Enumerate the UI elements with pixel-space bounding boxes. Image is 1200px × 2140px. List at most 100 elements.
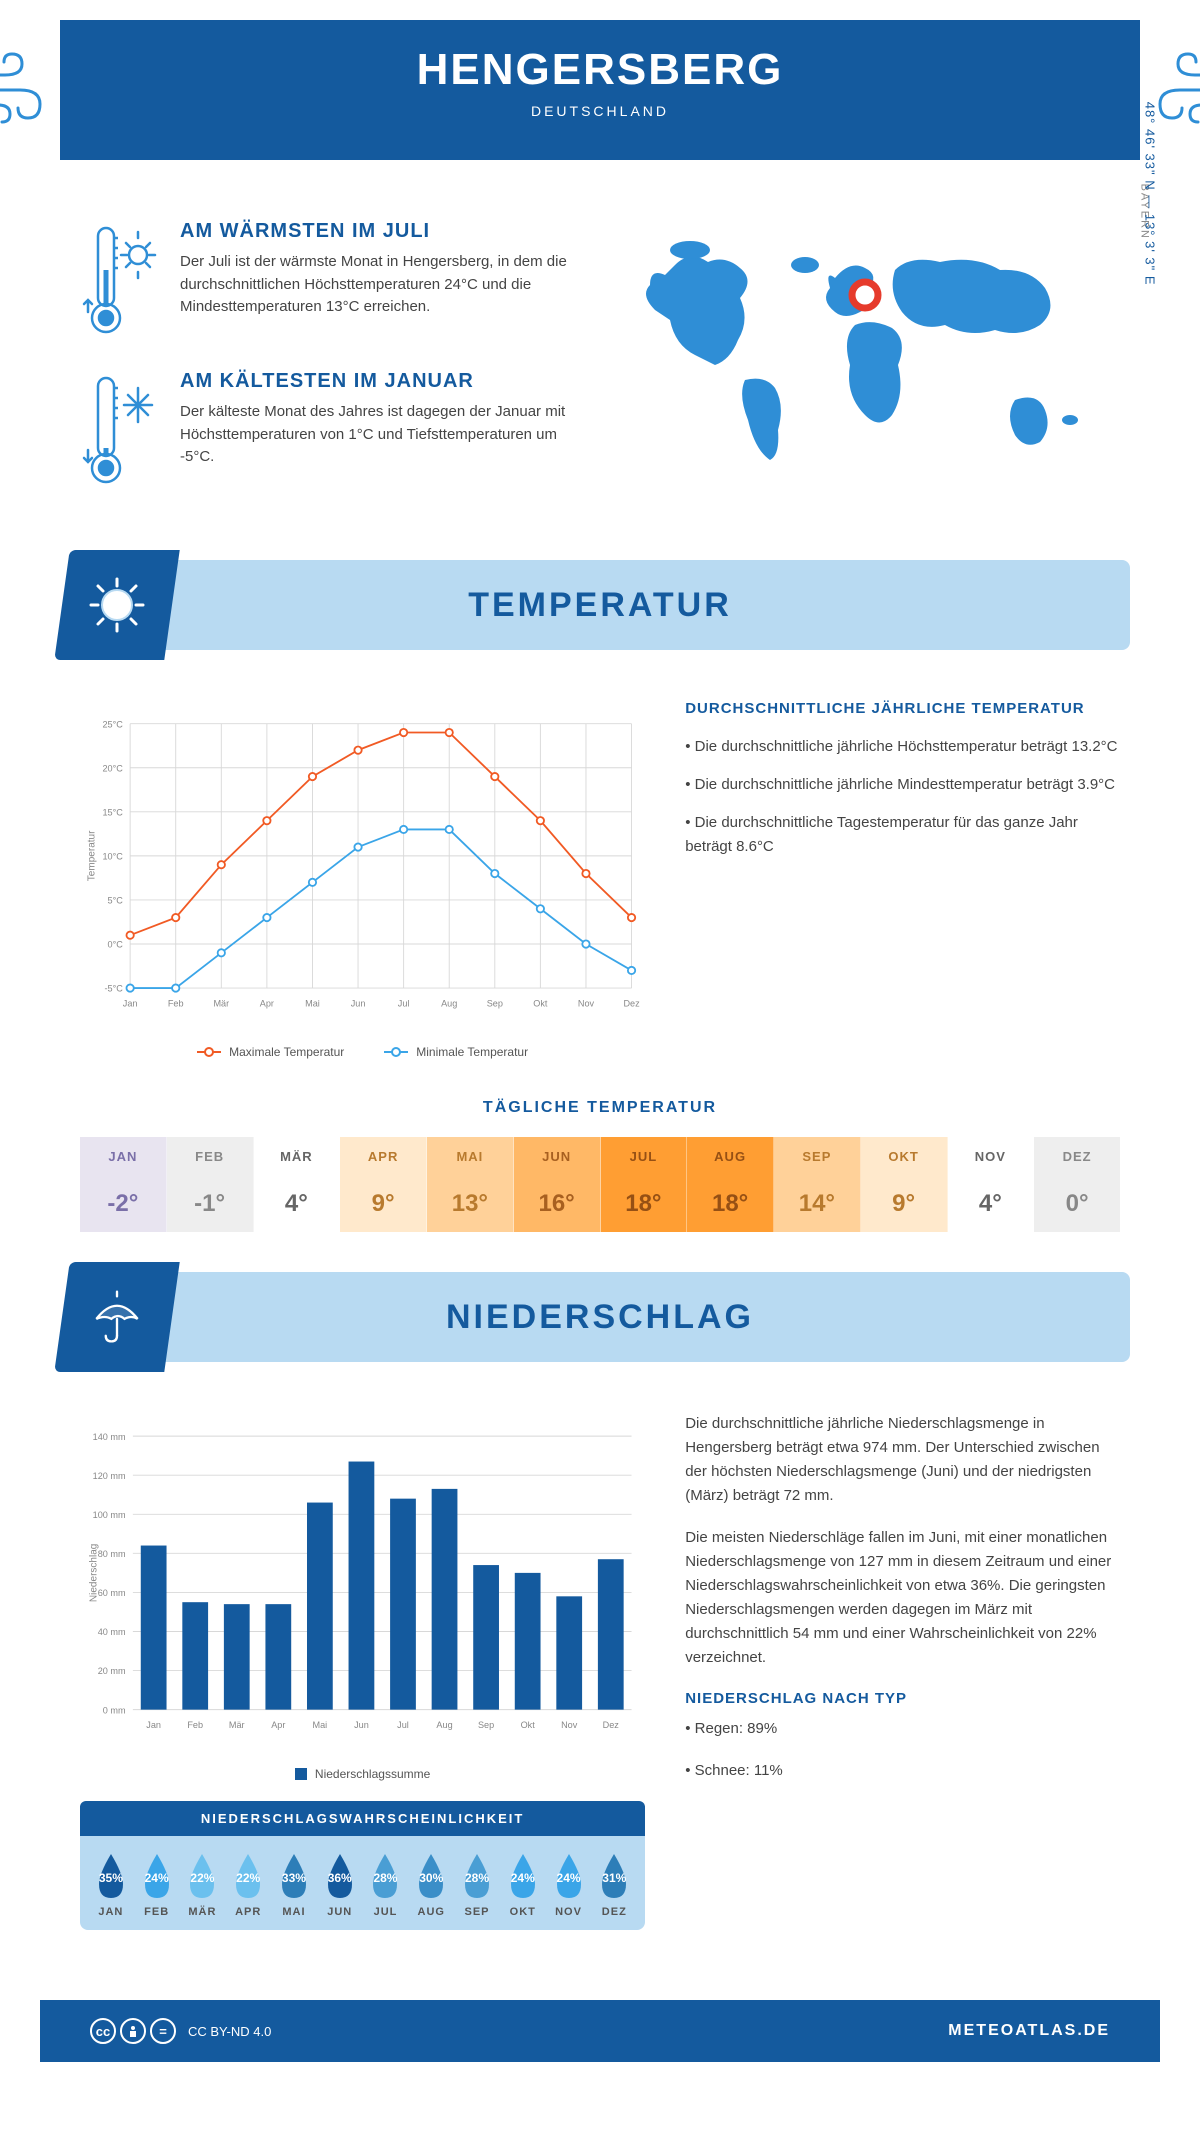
precipitation-title: NIEDERSCHLAG: [70, 1298, 1130, 1337]
legend-max: .legend-item:nth-child(1) .legend-line::…: [197, 1045, 344, 1059]
svg-text:Mär: Mär: [229, 1720, 245, 1730]
page-title: HENGERSBERG: [60, 45, 1140, 95]
legend-min: .legend-item:nth-child(2) .legend-line::…: [384, 1045, 528, 1059]
month-cell: NOV4°: [948, 1137, 1035, 1232]
prob-cell: 35%JAN: [88, 1852, 134, 1918]
month-cell: FEB-1°: [167, 1137, 254, 1232]
svg-text:20°C: 20°C: [102, 763, 123, 773]
month-cell: JAN-2°: [80, 1137, 167, 1232]
precip-para: Die durchschnittliche jährliche Niedersc…: [685, 1412, 1120, 1508]
sun-icon: [85, 573, 149, 637]
daily-temp-title: TÄGLICHE TEMPERATUR: [80, 1099, 1120, 1117]
month-cell: OKT9°: [861, 1137, 948, 1232]
month-cell: DEZ0°: [1034, 1137, 1120, 1232]
svg-text:Jun: Jun: [351, 998, 366, 1008]
location-marker-icon: [852, 282, 878, 308]
cc-icons: cc =: [90, 2018, 176, 2044]
svg-text:Jan: Jan: [123, 998, 138, 1008]
svg-text:Jul: Jul: [398, 998, 410, 1008]
svg-text:Jan: Jan: [146, 1720, 161, 1730]
temp-info-title: DURCHSCHNITTLICHE JÄHRLICHE TEMPERATUR: [685, 700, 1120, 717]
legend-precip: Niederschlagssumme: [295, 1767, 430, 1781]
thermometer-cold-icon: [80, 370, 160, 490]
svg-text:Mär: Mär: [213, 998, 229, 1008]
svg-text:10°C: 10°C: [102, 852, 123, 862]
warmest-title: AM WÄRMSTEN IM JULI: [180, 220, 580, 243]
cc-icon: cc: [90, 2018, 116, 2044]
prob-cell: 28%JUL: [363, 1852, 409, 1918]
precip-type-item: • Schnee: 11%: [685, 1759, 1120, 1783]
prob-cell: 31%DEZ: [591, 1852, 637, 1918]
license-text: CC BY-ND 4.0: [188, 2024, 271, 2039]
svg-text:Jun: Jun: [354, 1720, 369, 1730]
precipitation-probability-box: NIEDERSCHLAGSWAHRSCHEINLICHKEIT 35%JAN24…: [80, 1801, 645, 1930]
temperature-line-chart: -5°C0°C5°C10°C15°C20°C25°CJanFebMärAprMa…: [80, 700, 645, 1059]
svg-text:Dez: Dez: [603, 1720, 620, 1730]
prob-cell: 24%FEB: [134, 1852, 180, 1918]
svg-text:25°C: 25°C: [102, 719, 123, 729]
svg-text:100 mm: 100 mm: [93, 1510, 126, 1520]
thermometer-hot-icon: [80, 220, 160, 340]
daily-temp-grid: JAN-2°FEB-1°MÄR4°APR9°MAI13°JUN16°JUL18°…: [80, 1137, 1120, 1232]
svg-text:Niederschlag: Niederschlag: [88, 1544, 99, 1602]
svg-text:Temperatur: Temperatur: [87, 830, 98, 881]
svg-text:Mai: Mai: [313, 1720, 328, 1730]
svg-text:-5°C: -5°C: [105, 984, 124, 994]
wind-icon: [1150, 50, 1200, 130]
prob-cell: 30%AUG: [408, 1852, 454, 1918]
temp-bullet: • Die durchschnittliche Tagestemperatur …: [685, 811, 1120, 859]
svg-text:Nov: Nov: [561, 1720, 578, 1730]
svg-text:Nov: Nov: [578, 998, 595, 1008]
precip-para: Die meisten Niederschläge fallen im Juni…: [685, 1526, 1120, 1670]
prob-cell: 33%MAI: [271, 1852, 317, 1918]
svg-text:Feb: Feb: [187, 1720, 203, 1730]
svg-text:Sep: Sep: [478, 1720, 494, 1730]
svg-text:Okt: Okt: [533, 998, 548, 1008]
header-banner: HENGERSBERG DEUTSCHLAND: [60, 20, 1140, 160]
prob-cell: 28%SEP: [454, 1852, 500, 1918]
svg-text:5°C: 5°C: [108, 896, 124, 906]
svg-text:Apr: Apr: [271, 1720, 285, 1730]
prob-title: NIEDERSCHLAGSWAHRSCHEINLICHKEIT: [80, 1801, 645, 1836]
coldest-title: AM KÄLTESTEN IM JANUAR: [180, 370, 580, 393]
svg-text:20 mm: 20 mm: [98, 1666, 126, 1676]
svg-text:0 mm: 0 mm: [103, 1705, 126, 1715]
prob-cell: 22%APR: [225, 1852, 271, 1918]
precipitation-bar-chart: 0 mm20 mm40 mm60 mm80 mm100 mm120 mm140 …: [80, 1412, 645, 1930]
warmest-block: AM WÄRMSTEN IM JULI Der Juli ist der wär…: [80, 220, 580, 340]
svg-text:Aug: Aug: [441, 998, 457, 1008]
umbrella-icon: [87, 1287, 147, 1347]
prob-cell: 24%NOV: [546, 1852, 592, 1918]
month-cell: JUN16°: [514, 1137, 601, 1232]
month-cell: JUL18°: [601, 1137, 688, 1232]
svg-text:Okt: Okt: [521, 1720, 536, 1730]
temperature-title: TEMPERATUR: [70, 586, 1130, 625]
svg-text:Mai: Mai: [305, 998, 320, 1008]
wind-icon: [0, 50, 50, 130]
temp-bullet: • Die durchschnittliche jährliche Höchst…: [685, 735, 1120, 759]
month-cell: SEP14°: [774, 1137, 861, 1232]
temp-bullet: • Die durchschnittliche jährliche Mindes…: [685, 773, 1120, 797]
svg-text:120 mm: 120 mm: [93, 1471, 126, 1481]
month-cell: MAI13°: [427, 1137, 514, 1232]
by-icon: [120, 2018, 146, 2044]
world-map-icon: [620, 220, 1120, 500]
svg-text:Dez: Dez: [623, 998, 640, 1008]
svg-text:Jul: Jul: [397, 1720, 409, 1730]
temperature-section-header: TEMPERATUR: [70, 560, 1130, 650]
page-subtitle: DEUTSCHLAND: [60, 103, 1140, 119]
footer: cc = CC BY-ND 4.0 METEOATLAS.DE: [40, 2000, 1160, 2062]
month-cell: AUG18°: [687, 1137, 774, 1232]
svg-text:Apr: Apr: [260, 998, 274, 1008]
svg-text:140 mm: 140 mm: [93, 1432, 126, 1442]
month-cell: MÄR4°: [254, 1137, 341, 1232]
precipitation-section-header: NIEDERSCHLAG: [70, 1272, 1130, 1362]
prob-cell: 24%OKT: [500, 1852, 546, 1918]
prob-cell: 22%MÄR: [180, 1852, 226, 1918]
prob-cell: 36%JUN: [317, 1852, 363, 1918]
svg-text:Aug: Aug: [436, 1720, 452, 1730]
month-cell: APR9°: [340, 1137, 427, 1232]
warmest-text: Der Juli ist der wärmste Monat in Henger…: [180, 251, 580, 319]
svg-text:40 mm: 40 mm: [98, 1627, 126, 1637]
coldest-block: AM KÄLTESTEN IM JANUAR Der kälteste Mona…: [80, 370, 580, 490]
